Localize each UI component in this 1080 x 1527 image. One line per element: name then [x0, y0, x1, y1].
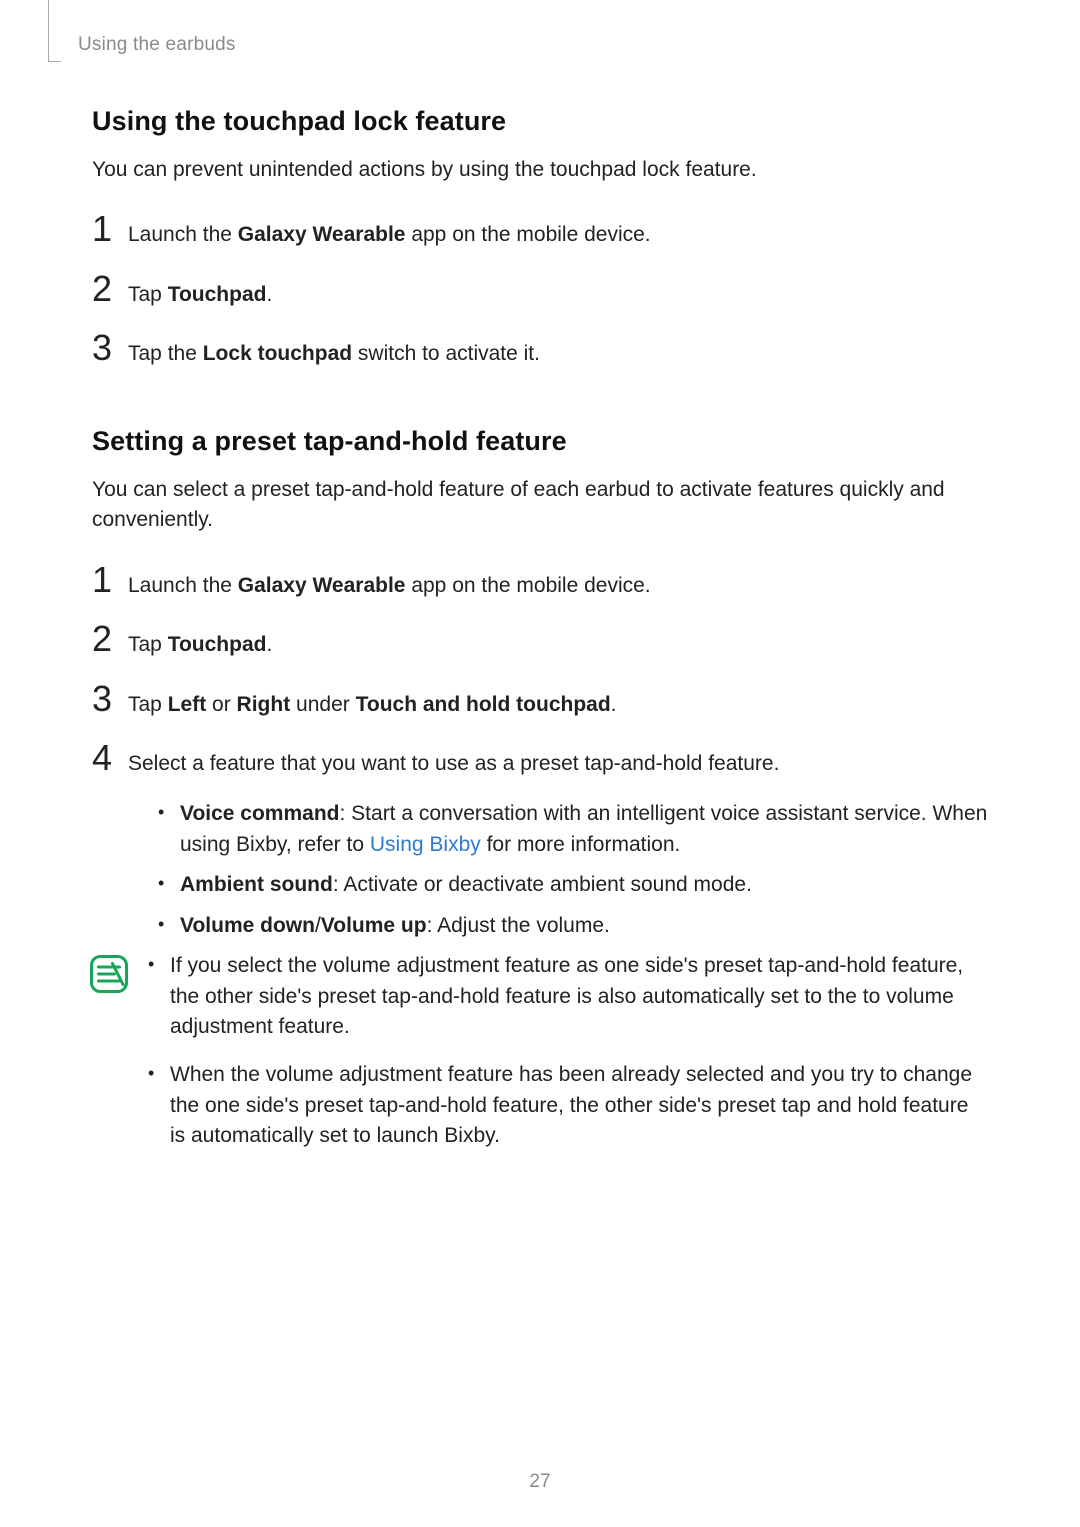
running-head: Using the earbuds — [78, 34, 236, 56]
feature-bullet-list: Voice command: Start a conversation with… — [154, 799, 988, 941]
bullet-text: : Adjust the volume. — [427, 914, 610, 937]
step-text: switch to activate it. — [352, 342, 540, 365]
step-text: Launch the — [128, 223, 238, 246]
bullet-text: : Activate or deactivate ambient sound m… — [333, 873, 752, 896]
step-number: 4 — [92, 740, 128, 776]
step-text: . — [266, 283, 272, 306]
step-bold: Galaxy Wearable — [238, 223, 406, 246]
section1-intro: You can prevent unintended actions by us… — [92, 155, 988, 185]
section2-intro: You can select a preset tap-and-hold fea… — [92, 475, 988, 536]
bullet-text: for more information. — [481, 833, 681, 856]
step-number: 2 — [92, 271, 128, 307]
step-text: app on the mobile device. — [405, 574, 650, 597]
step-text: Tap — [128, 633, 168, 656]
section1-step-2: 2 Tap Touchpad. — [92, 271, 988, 310]
step-number: 1 — [92, 562, 128, 598]
section-title-touchpad-lock: Using the touchpad lock feature — [92, 106, 988, 137]
section2-step-3: 3 Tap Left or Right under Touch and hold… — [92, 681, 988, 720]
feature-bullet-ambient-sound: Ambient sound: Activate or deactivate am… — [154, 870, 988, 900]
step-text: Tap — [128, 693, 168, 716]
section1-step-3: 3 Tap the Lock touchpad switch to activa… — [92, 330, 988, 369]
bullet-bold: Volume down — [180, 914, 315, 937]
step-number: 2 — [92, 621, 128, 657]
step-text: Tap the — [128, 342, 203, 365]
section1-step-1: 1 Launch the Galaxy Wearable app on the … — [92, 211, 988, 250]
section2-step-1: 1 Launch the Galaxy Wearable app on the … — [92, 562, 988, 601]
note-icon — [88, 953, 130, 995]
step-number: 3 — [92, 330, 128, 366]
bullet-bold: Volume up — [321, 914, 427, 937]
step-text: or — [206, 693, 236, 716]
step-number: 3 — [92, 681, 128, 717]
step-bold: Touchpad — [168, 283, 267, 306]
feature-bullet-voice-command: Voice command: Start a conversation with… — [154, 799, 988, 860]
step-text: Tap — [128, 283, 168, 306]
step-number: 1 — [92, 211, 128, 247]
step-text: Launch the — [128, 574, 238, 597]
section2-step-2: 2 Tap Touchpad. — [92, 621, 988, 660]
bullet-bold: Voice command — [180, 802, 340, 825]
step-bold: Touchpad — [168, 633, 267, 656]
step-text: Select a feature that you want to use as… — [128, 752, 779, 775]
feature-bullet-volume: Volume down/Volume up: Adjust the volume… — [154, 911, 988, 941]
note-block: If you select the volume adjustment feat… — [92, 951, 988, 1170]
step-text: . — [611, 693, 617, 716]
step-bold: Touch and hold touchpad — [356, 693, 611, 716]
page-number: 27 — [0, 1471, 1080, 1493]
bullet-bold: Ambient sound — [180, 873, 333, 896]
step-text: app on the mobile device. — [405, 223, 650, 246]
step-text: . — [266, 633, 272, 656]
step-bold: Left — [168, 693, 207, 716]
note-bullet-1: If you select the volume adjustment feat… — [144, 951, 988, 1042]
section-title-preset-tap-hold: Setting a preset tap-and-hold feature — [92, 426, 988, 457]
step-text: under — [290, 693, 355, 716]
link-using-bixby[interactable]: Using Bixby — [370, 833, 481, 856]
step-bold: Lock touchpad — [203, 342, 352, 365]
note-bullet-2: When the volume adjustment feature has b… — [144, 1060, 988, 1151]
section2-step-4: 4 Select a feature that you want to use … — [92, 740, 988, 779]
header-corner-mark — [48, 0, 49, 62]
step-bold: Galaxy Wearable — [238, 574, 406, 597]
note-bullet-list: If you select the volume adjustment feat… — [144, 951, 988, 1170]
step-bold: Right — [237, 693, 291, 716]
